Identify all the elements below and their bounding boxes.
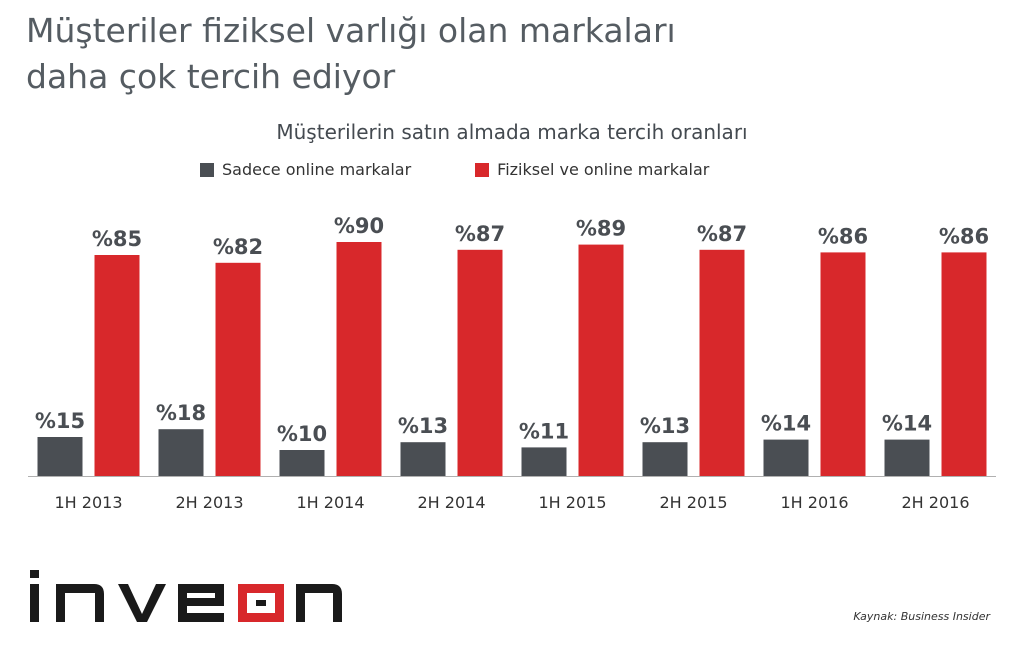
data-label-online-4: %11 — [519, 419, 569, 443]
source-note: Kaynak: Business Insider — [853, 610, 990, 623]
legend-item-physical: Fiziksel ve online markalar — [475, 160, 709, 179]
x-tick-label-4: 1H 2015 — [538, 493, 606, 512]
data-label-online-5: %13 — [640, 414, 690, 438]
data-label-physical-1: %82 — [213, 235, 263, 259]
data-label-online-1: %18 — [156, 401, 206, 425]
data-label-physical-5: %87 — [697, 222, 747, 246]
bar-physical-4 — [578, 244, 624, 476]
legend-label-physical: Fiziksel ve online markalar — [497, 160, 710, 179]
x-tick-label-2: 1H 2014 — [296, 493, 364, 512]
data-label-online-2: %10 — [277, 422, 327, 446]
bar-physical-2 — [336, 242, 382, 476]
bar-online-5 — [642, 442, 688, 476]
bar-physical-5 — [699, 249, 745, 476]
data-label-physical-2: %90 — [334, 214, 384, 238]
legend-item-online: Sadece online markalar — [200, 160, 411, 179]
x-tick-label-0: 1H 2013 — [54, 493, 122, 512]
bar-online-0 — [37, 437, 83, 476]
title-line-2: daha çok tercih ediyor — [26, 57, 396, 96]
inveon-logo — [30, 570, 342, 622]
data-label-physical-7: %86 — [939, 224, 989, 248]
data-label-physical-6: %86 — [818, 224, 868, 248]
x-tick-label-3: 2H 2014 — [417, 493, 485, 512]
bar-physical-0 — [94, 255, 140, 476]
bar-online-6 — [763, 439, 809, 476]
data-label-online-7: %14 — [882, 412, 932, 436]
x-tick-label-7: 2H 2016 — [901, 493, 969, 512]
x-tick-label-5: 2H 2015 — [659, 493, 727, 512]
bar-online-4 — [521, 447, 567, 476]
data-label-online-6: %14 — [761, 412, 811, 436]
bar-physical-6 — [820, 252, 866, 476]
data-label-physical-3: %87 — [455, 222, 505, 246]
data-label-online-3: %13 — [398, 414, 448, 438]
legend-swatch-online — [200, 162, 214, 177]
chart-legend: Sadece online markalar Fiziksel ve onlin… — [200, 160, 709, 179]
legend-swatch-physical — [475, 162, 490, 177]
x-tick-label-6: 1H 2016 — [780, 493, 848, 512]
bar-online-1 — [158, 429, 204, 476]
chart-title: Müşterilerin satın almada marka tercih o… — [276, 120, 748, 144]
page-title: Müşteriler fiziksel varlığı olan markala… — [26, 8, 676, 100]
bar-physical-7 — [941, 252, 987, 476]
bar-online-2 — [279, 450, 325, 476]
bar-online-3 — [400, 442, 446, 476]
data-label-physical-4: %89 — [576, 217, 626, 241]
title-line-1: Müşteriler fiziksel varlığı olan markala… — [26, 11, 676, 50]
data-label-physical-0: %85 — [92, 227, 142, 251]
bar-physical-3 — [457, 249, 503, 476]
x-tick-label-1: 2H 2013 — [175, 493, 243, 512]
data-label-online-0: %15 — [35, 409, 85, 433]
bar-physical-1 — [215, 262, 261, 476]
bar-online-7 — [884, 439, 930, 476]
legend-label-online: Sadece online markalar — [222, 160, 412, 179]
